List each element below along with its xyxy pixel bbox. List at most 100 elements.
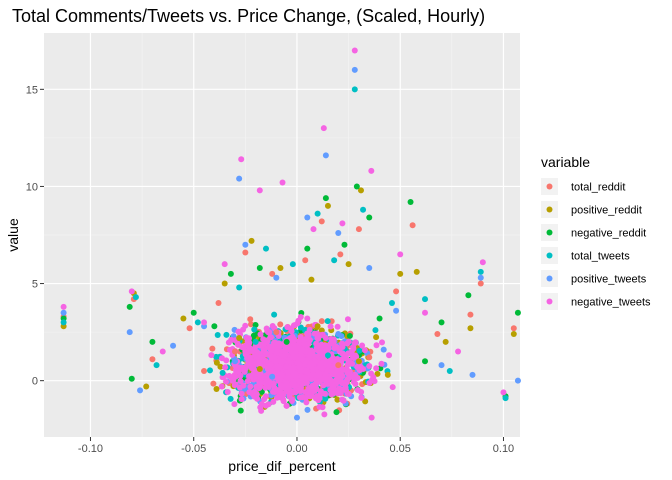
cluster-point (218, 383, 225, 390)
data-point (335, 230, 342, 237)
cluster-point (321, 411, 328, 418)
data-point (256, 187, 263, 194)
cluster-point (342, 387, 349, 394)
cluster-point (313, 344, 320, 351)
data-point (221, 280, 228, 287)
cluster-point (237, 407, 244, 414)
data-point (302, 257, 309, 264)
cluster-point (373, 365, 380, 372)
cluster-point (308, 372, 315, 379)
data-point (331, 257, 338, 264)
data-point (510, 325, 517, 332)
cluster-point (222, 364, 229, 371)
cluster-point (246, 389, 253, 396)
data-point (221, 261, 228, 268)
cluster-point (293, 374, 300, 381)
cluster-point (374, 370, 381, 377)
data-point (153, 362, 160, 369)
cluster-point (290, 369, 297, 376)
cluster-point (271, 311, 278, 318)
y-axis-ticks: 0 5 10 15 (26, 84, 44, 388)
cluster-point (299, 346, 306, 353)
data-point (351, 86, 358, 93)
cluster-point (318, 341, 325, 348)
data-point (273, 274, 280, 281)
data-point (159, 348, 166, 355)
data-point (149, 356, 156, 363)
data-point (477, 268, 484, 275)
cluster-point (250, 332, 257, 339)
cluster-point (274, 363, 281, 370)
cluster-point (350, 344, 357, 351)
data-point (211, 323, 218, 330)
cluster-point (379, 339, 386, 346)
cluster-point (229, 377, 236, 384)
data-point (345, 261, 352, 268)
cluster-point (242, 364, 249, 371)
cluster-point (287, 373, 294, 380)
data-point (277, 265, 284, 272)
data-point (242, 249, 249, 256)
cluster-point (333, 409, 340, 416)
data-point (438, 319, 445, 326)
cluster-point (231, 382, 238, 389)
data-point (322, 195, 329, 202)
cluster-point (344, 340, 351, 347)
cluster-point (328, 336, 335, 343)
cluster-point (297, 314, 304, 321)
cluster-point (311, 387, 318, 394)
data-point (289, 261, 296, 268)
cluster-point (324, 344, 331, 351)
cluster-point (327, 323, 334, 330)
data-point (304, 245, 311, 252)
cluster-point (244, 378, 251, 385)
cluster-point (346, 332, 353, 339)
cluster-point (224, 388, 231, 395)
cluster-point (358, 394, 365, 401)
data-point (304, 214, 311, 221)
data-point (126, 329, 133, 336)
data-point (242, 342, 249, 349)
cluster-point (299, 394, 306, 401)
x-tick-label: 0.10 (493, 443, 514, 455)
cluster-point (339, 365, 346, 372)
cluster-point (213, 386, 220, 393)
cluster-point (309, 382, 316, 389)
cluster-point (287, 347, 294, 354)
cluster-point (247, 316, 254, 323)
cluster-point (366, 379, 373, 386)
cluster-point (329, 384, 336, 391)
data-point (422, 309, 429, 316)
data-point (353, 183, 360, 190)
cluster-point (269, 322, 276, 329)
data-point (60, 303, 67, 310)
cluster-point (226, 346, 233, 353)
cluster-point (291, 322, 298, 329)
cluster-point (344, 369, 351, 376)
cluster-point (243, 334, 250, 341)
data-point (335, 362, 342, 369)
legend-key-point (546, 229, 553, 236)
cluster-point (246, 345, 253, 352)
cluster-point (269, 343, 276, 350)
data-point (219, 369, 226, 376)
y-axis-title: value (5, 218, 21, 252)
cluster-point (298, 351, 305, 358)
data-point (397, 270, 404, 277)
data-point (372, 327, 379, 334)
cluster-point (356, 347, 363, 354)
data-point (60, 309, 67, 316)
data-point (269, 373, 276, 380)
chart-title: Total Comments/Tweets vs. Price Change, … (12, 6, 485, 26)
cluster-point (328, 391, 335, 398)
cluster-point (252, 343, 259, 350)
cluster-point (210, 380, 217, 387)
cluster-point (213, 359, 220, 366)
cluster-point (245, 359, 252, 366)
cluster-point (253, 391, 260, 398)
data-point (355, 226, 362, 233)
data-point (467, 311, 474, 318)
data-point (438, 362, 445, 369)
data-point (283, 338, 290, 345)
data-point (262, 393, 269, 400)
